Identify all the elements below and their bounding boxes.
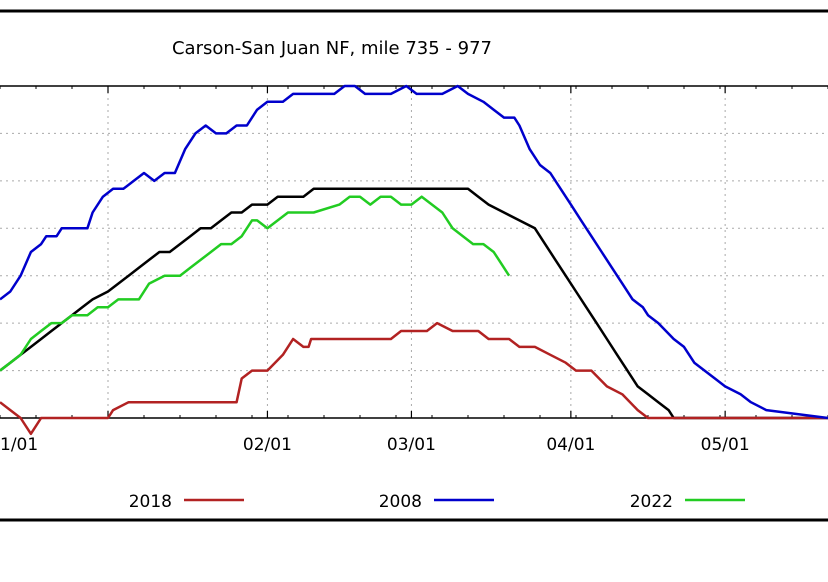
x-tick-label-0: 1/01 [0,435,38,455]
series-layer [0,84,828,436]
legend-label-2018: 2018 [129,492,172,512]
legend-item-2022: 2022 [630,492,745,512]
legend: 2018 2008 2022 [129,492,745,512]
legend-label-2022: 2022 [630,492,673,512]
x-tick-label-4: 05/01 [701,435,750,455]
legend-label-2008: 2008 [379,492,422,512]
series-line-2008 [0,84,828,420]
series-line-median [0,187,828,420]
x-tick-label-1: 02/01 [243,435,292,455]
series-line-2022 [0,195,511,372]
x-tick-label-3: 04/01 [546,435,595,455]
legend-item-2008: 2008 [379,492,494,512]
chart-title: Carson-San Juan NF, mile 735 - 977 [172,38,492,59]
x-tick-label-2: 03/01 [387,435,436,455]
legend-item-2018: 2018 [129,492,244,512]
series-line-2018 [0,321,828,436]
grid-layer [0,85,828,419]
